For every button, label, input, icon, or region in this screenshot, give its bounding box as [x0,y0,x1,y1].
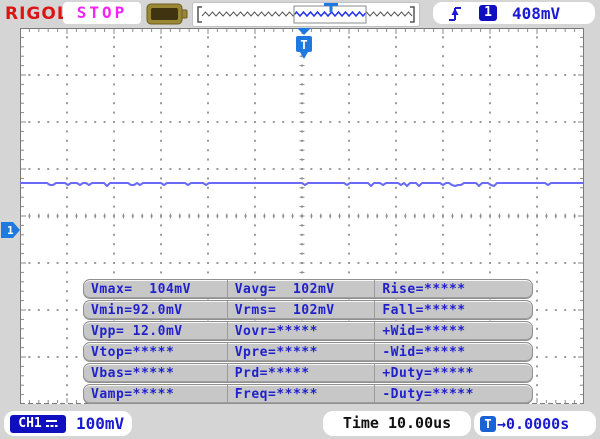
measurement-row: Vmin=92.0mV Vrms= 102mV Fall=***** [83,300,533,320]
dc-coupling-icon [45,420,58,427]
measurement-nduty: -Duty=***** [374,385,532,403]
channel1-marker: 1 [1,222,20,238]
measurement-row: Vbas=***** Prd=***** +Duty=***** [83,363,533,383]
channel1-scale: 100mV [76,414,125,433]
waveform-preview-drawing [197,3,415,24]
channel1-badge: CH1 [10,414,66,433]
channel1-badge-label: CH1 [18,416,42,431]
measurement-vamp: Vamp=***** [91,386,175,402]
svg-text:T: T [300,38,307,52]
measurement-vmin: Vmin=92.0mV [91,302,183,318]
rising-edge-icon [449,6,461,21]
measurement-vtop: Vtop=***** [91,344,175,360]
trigger-offset-badge: T [480,415,496,432]
measurement-vpre: Vpre=***** [226,343,375,361]
svg-text:1: 1 [7,224,14,237]
channel1-status-box: CH1 100mV [4,411,132,436]
measurement-row: Vtop=***** Vpre=***** -Wid=***** [83,342,533,362]
trigger-level-value: 408mV [512,3,561,23]
rigol-logo: RIGOL [5,4,69,24]
measurement-pwid: +Wid=***** [374,322,532,340]
trigger-channel-badge: 1 [479,5,497,21]
measurement-vrms: Vrms= 102mV [226,301,375,319]
measurement-vbas: Vbas=***** [91,365,175,381]
trigger-info-box: 1 408mV [433,2,595,24]
measurement-freq: Freq=***** [226,385,375,403]
measurement-fall: Fall=***** [374,301,532,319]
timebase-box: Time 10.00us [323,411,471,436]
measurement-row: Vmax= 104mV Vavg= 102mV Rise=***** [83,279,533,299]
measurement-panel: Vmax= 104mV Vavg= 102mV Rise=***** Vmin=… [83,279,533,405]
run-state-badge: STOP [63,2,141,24]
measurement-vmax: Vmax= 104mV [91,281,191,297]
measurement-nwid: -Wid=***** [374,343,532,361]
trigger-offset-value: →0.0000s [497,414,570,433]
measurement-pduty: +Duty=***** [374,364,532,382]
trigger-position-marker: T [296,28,312,59]
measurement-row: Vpp= 12.0mV Vovr=***** +Wid=***** [83,321,533,341]
battery-icon [146,3,188,25]
waveform-trace [20,182,584,187]
measurement-vavg: Vavg= 102mV [226,280,375,298]
measurement-vpp: Vpp= 12.0mV [91,323,183,339]
measurement-vovr: Vovr=***** [226,322,375,340]
measurement-row: Vamp=***** Freq=***** -Duty=***** [83,384,533,404]
waveform-preview-strip [192,2,420,27]
measurement-rise: Rise=***** [374,280,532,298]
measurement-prd: Prd=***** [226,364,375,382]
trigger-offset-box: T →0.0000s [474,411,596,436]
